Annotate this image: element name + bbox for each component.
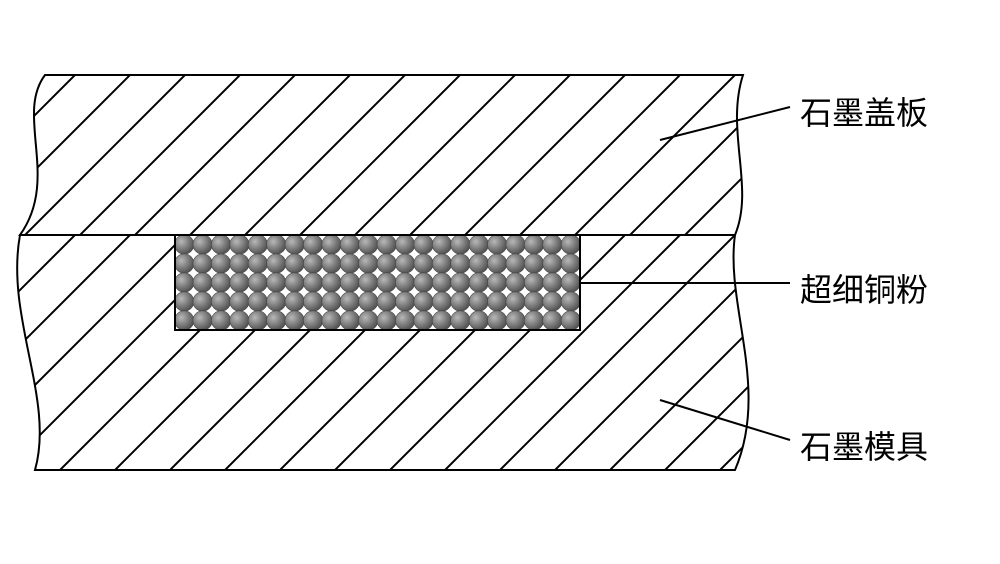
label-top-plate: 石墨盖板 <box>800 88 928 134</box>
powder-region <box>175 235 581 330</box>
label-mold: 石墨模具 <box>800 422 928 468</box>
label-powder: 超细铜粉 <box>800 265 928 311</box>
diagram-container: 石墨盖板 超细铜粉 石墨模具 <box>0 0 1000 564</box>
callout-line <box>660 400 790 440</box>
callout-line <box>660 107 790 140</box>
